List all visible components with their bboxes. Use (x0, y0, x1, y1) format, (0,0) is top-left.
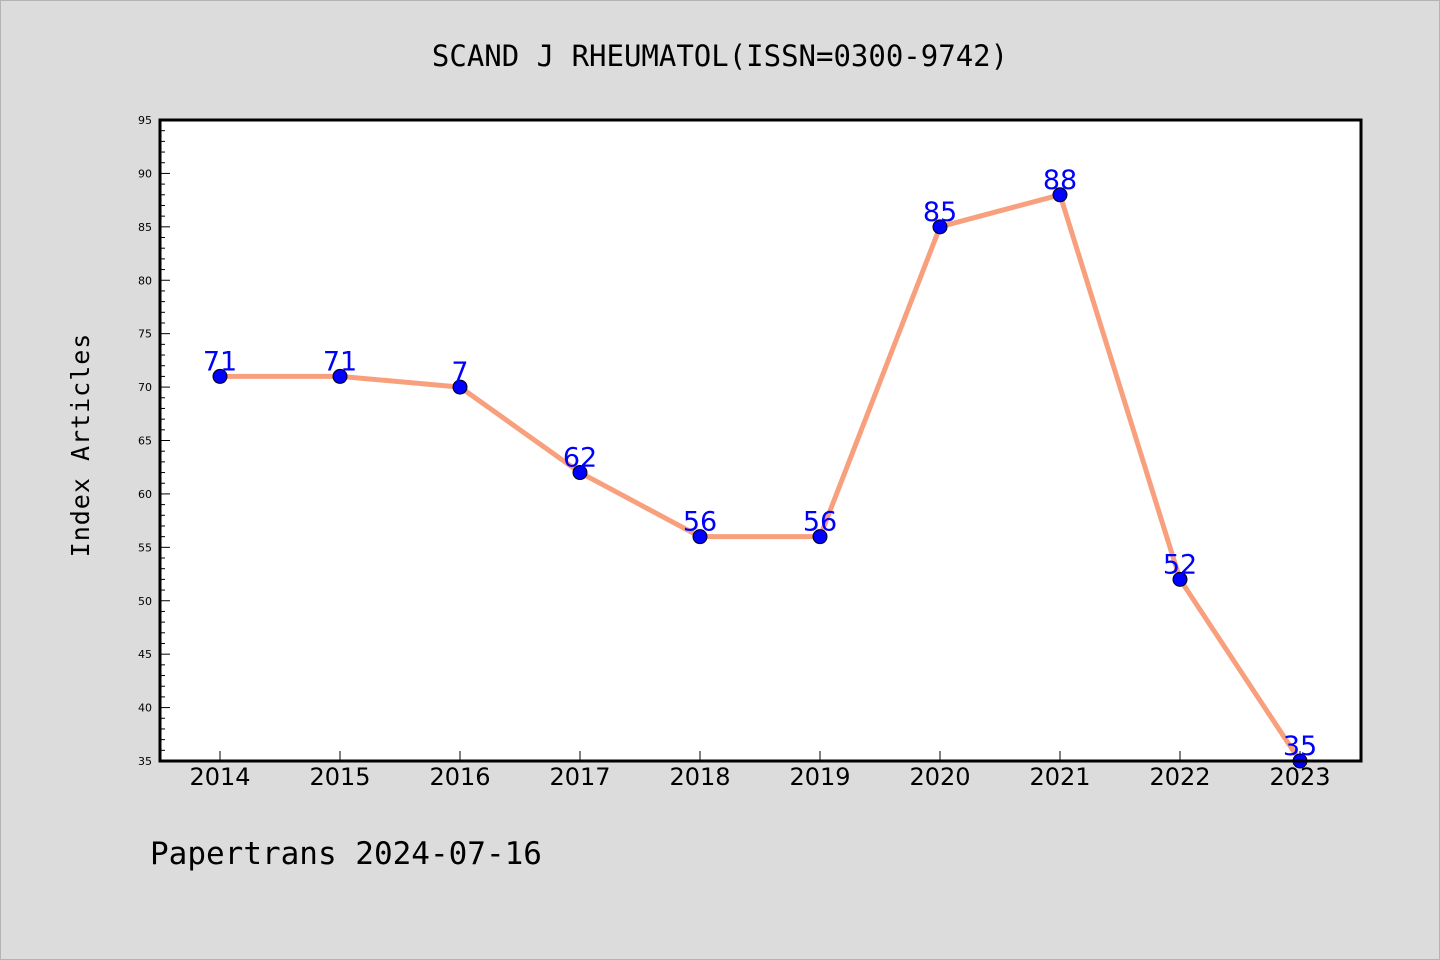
x-tick-label: 2019 (789, 763, 850, 791)
y-tick-label: 80 (138, 274, 152, 287)
series-line-group: 71 71 7 62 56 56 85 88 52 35 (203, 165, 1317, 769)
y-tick-label: 50 (138, 595, 152, 608)
x-tick-label: 2022 (1149, 763, 1210, 791)
footer-text: Papertrans 2024-07-16 (150, 836, 542, 872)
data-label: 7 (451, 357, 468, 388)
y-tick-label: 75 (138, 328, 152, 341)
data-point-marker (932, 219, 948, 235)
chart-title: SCAND J RHEUMATOL(ISSN=0300-9742) (432, 39, 1008, 73)
y-tick-label: 95 (138, 114, 152, 127)
x-axis: 2014 2015 2016 2017 2018 2019 2020 2021 2022 2023 (189, 751, 1331, 791)
data-point-marker (212, 368, 228, 384)
data-label: 88 (1043, 165, 1077, 196)
x-tick-label: 2016 (429, 763, 490, 791)
x-tick-label: 2015 (309, 763, 370, 791)
plot-border (158, 118, 1363, 763)
data-label: 71 (203, 346, 237, 377)
data-point-marker (1052, 187, 1068, 203)
y-tick-label: 55 (138, 541, 152, 554)
series-line (220, 192, 1303, 763)
data-label: 85 (923, 197, 957, 228)
y-tick-label: 40 (138, 702, 152, 715)
data-label: 52 (1163, 549, 1197, 580)
data-point-marker (692, 529, 708, 545)
data-point-marker (452, 379, 468, 395)
y-tick-label: 85 (138, 221, 152, 234)
y-tick-label: 60 (138, 488, 152, 501)
data-label: 71 (323, 346, 357, 377)
data-point-marker (332, 368, 348, 384)
y-tick-label: 35 (138, 755, 152, 768)
y-tick-label: 70 (138, 381, 152, 394)
y-tick-label: 90 (138, 167, 152, 180)
x-tick-label: 2017 (549, 763, 610, 791)
x-tick-label: 2018 (669, 763, 730, 791)
plot-area (160, 120, 1361, 761)
data-label: 35 (1283, 731, 1317, 762)
data-point-marker (1172, 571, 1188, 587)
x-tick-label: 2021 (1029, 763, 1090, 791)
data-point-marker (812, 529, 828, 545)
y-tick-label: 45 (138, 648, 152, 661)
x-tick-label: 2014 (189, 763, 250, 791)
data-label: 62 (563, 443, 597, 474)
y-tick-label: 65 (138, 435, 152, 448)
data-point-marker (572, 465, 588, 481)
data-label: 56 (803, 507, 837, 538)
y-axis-label: Index Articles (66, 333, 95, 558)
x-tick-label: 2020 (909, 763, 970, 791)
data-label: 56 (683, 507, 717, 538)
